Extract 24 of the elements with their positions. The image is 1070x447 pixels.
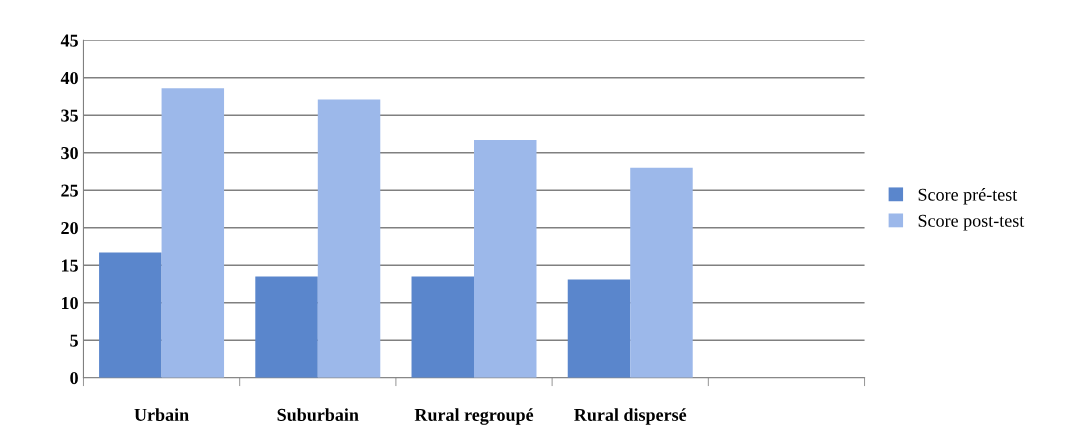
- y-tick-label: 30: [61, 146, 78, 160]
- y-tick-label: 35: [61, 109, 78, 122]
- y-tick-label: 40: [60, 71, 78, 85]
- bar: [99, 252, 162, 378]
- y-tick-label: 0: [70, 371, 78, 385]
- x-tick-label: Rural dispersé: [574, 408, 687, 425]
- x-tick-label: Urbain: [134, 408, 189, 421]
- y-tick-label: 15: [61, 259, 78, 272]
- y-tick-label: 45: [60, 34, 78, 47]
- bar: [630, 167, 693, 378]
- y-tick-label: 10: [61, 296, 78, 310]
- legend-label: Score post-test: [918, 214, 1025, 231]
- bar: [317, 99, 381, 378]
- bar: [411, 276, 475, 378]
- bar: [567, 279, 631, 378]
- bar: [161, 88, 225, 378]
- y-tick-label: 25: [61, 184, 78, 197]
- bar: [255, 276, 318, 378]
- y-tick-label: 5: [70, 334, 78, 347]
- bar: [474, 139, 537, 378]
- x-tick-label: Suburbain: [277, 408, 359, 422]
- legend-label: Score pré-test: [918, 188, 1018, 205]
- y-tick-label: 20: [61, 221, 78, 235]
- x-tick-label: Rural regroupé: [414, 408, 534, 425]
